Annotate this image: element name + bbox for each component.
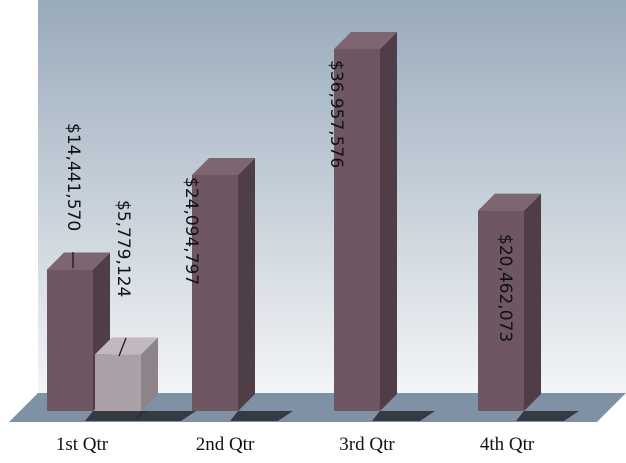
bar-shadow: [516, 411, 579, 421]
x-tick-label-3: 3rd Qtr: [339, 434, 395, 455]
bar-front: [334, 49, 380, 411]
bar-top: [47, 252, 110, 270]
bar-shadow: [230, 411, 293, 421]
data-label-1-series-2: $5,779,124: [113, 200, 133, 297]
bar-side: [238, 157, 255, 411]
x-tick-label-4: 4th Qtr: [480, 434, 535, 455]
bar-3-series-1: [334, 32, 397, 411]
bar-1-series-1: [47, 252, 110, 411]
bar-side: [380, 32, 397, 411]
bar-4-series-1: [478, 193, 541, 411]
bar-2-series-1: [192, 157, 255, 411]
bar-front: [47, 269, 93, 411]
x-tick-label-1: 1st Qtr: [56, 434, 109, 455]
x-axis: 1st Qtr 2nd Qtr 3rd Qtr 4th Qtr: [56, 434, 535, 455]
data-label-3-series-1: $36,957,576: [326, 60, 346, 168]
bar-shadows: [85, 411, 579, 421]
data-label-4-series-1: $20,462,073: [495, 234, 515, 342]
label-leader-line: [118, 337, 127, 357]
x-tick-label-2: 2nd Qtr: [196, 434, 255, 455]
bars: [47, 32, 541, 411]
bar-side: [141, 337, 158, 411]
bar-front: [95, 354, 141, 411]
bar-1-series-2: [95, 337, 158, 411]
bar-top: [192, 157, 255, 175]
bar-shadow: [133, 411, 196, 421]
data-labels: $14,441,570 $24,094,797 $36,957,576 $20,462…: [63, 60, 515, 357]
bar-shadow: [372, 411, 435, 421]
bar-shadow: [85, 411, 148, 421]
data-label-1-series-1: $14,441,570: [63, 123, 83, 231]
bar-top: [334, 32, 397, 49]
bar-side: [524, 193, 541, 411]
bar-top: [95, 337, 158, 355]
bar-front: [192, 174, 238, 411]
data-label-2-series-1: $24,094,797: [181, 177, 201, 285]
bar-front: [478, 210, 524, 411]
bar-top: [478, 193, 541, 211]
